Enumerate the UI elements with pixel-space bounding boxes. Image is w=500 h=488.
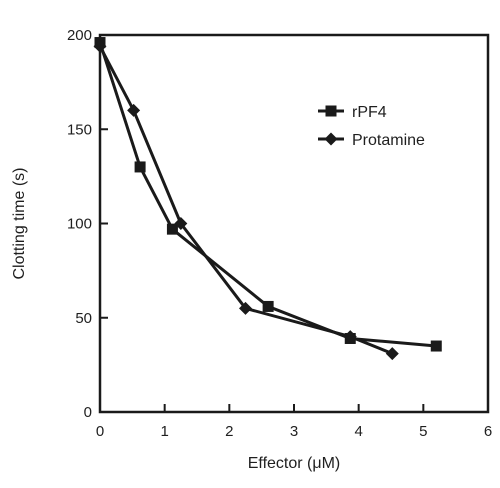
data-point-protamine [239, 301, 252, 315]
data-point-protamine [174, 217, 188, 230]
x-tick-label: 4 [354, 423, 362, 440]
data-point-rpf4 [134, 161, 146, 173]
x-tick-label: 2 [225, 423, 233, 440]
legend-marker-square [325, 105, 337, 117]
plot-frame [98, 33, 490, 414]
series-rpf4 [94, 37, 442, 352]
series-protamine [93, 39, 399, 361]
data-point-rpf4 [166, 223, 178, 235]
axis-ticks [99, 34, 489, 413]
x-tick-label: 3 [290, 423, 298, 440]
y-tick-label: 0 [84, 404, 92, 421]
legend-item-protamine: Protamine [318, 132, 425, 149]
data-point-protamine [385, 347, 399, 361]
x-tick-label: 0 [96, 423, 104, 440]
y-tick-label: 150 [67, 121, 92, 138]
series-group [93, 37, 442, 361]
legend-label: Protamine [352, 132, 425, 149]
axes: 0 50 100 150 200 0 1 2 3 4 5 6 [67, 27, 492, 440]
y-axis-title: Clotting time (s) [11, 167, 28, 279]
data-point-protamine [127, 103, 141, 117]
x-tick-label: 1 [160, 423, 168, 440]
legend: rPF4 Protamine [318, 104, 425, 149]
legend-label: rPF4 [352, 104, 387, 121]
x-tick-label: 6 [484, 423, 492, 440]
axis-tick-labels: 0 50 100 150 200 0 1 2 3 4 5 6 [67, 27, 492, 440]
x-axis-title: Effector (μM) [248, 455, 341, 472]
data-point-rpf4 [430, 340, 442, 352]
data-point-protamine [93, 39, 107, 53]
data-point-rpf4 [262, 300, 274, 312]
y-tick-label: 100 [67, 216, 92, 233]
data-point-protamine [343, 330, 357, 344]
y-tick-label: 200 [67, 27, 92, 44]
x-tick-label: 5 [419, 423, 427, 440]
series-line-protamine [98, 45, 393, 355]
series-line-rpf4 [98, 42, 437, 348]
legend-item-rpf4: rPF4 [318, 104, 387, 121]
y-tick-label: 50 [75, 310, 92, 327]
legend-marker-diamond [324, 132, 338, 146]
